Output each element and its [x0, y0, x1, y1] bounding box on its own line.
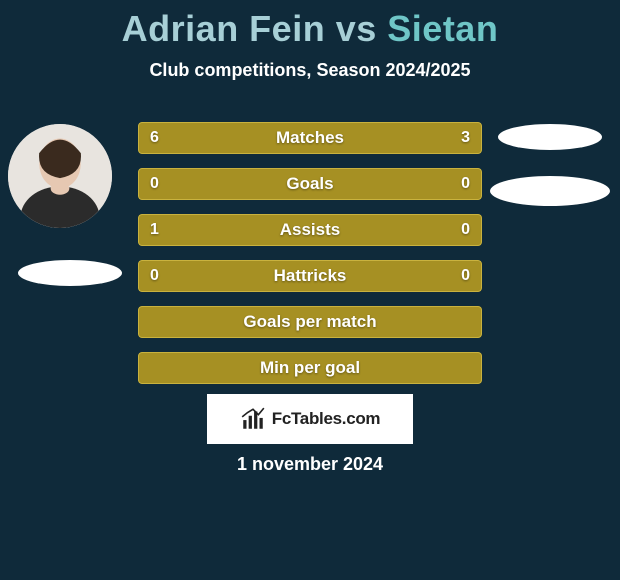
stat-label: Matches [138, 122, 482, 154]
stat-row-hattricks: 00Hattricks [138, 260, 482, 292]
stats-bars: 63Matches 00Goals 10Assists 00Hattricks Goal… [138, 122, 482, 398]
avatar-placeholder-icon [8, 124, 112, 228]
stat-label: Min per goal [138, 352, 482, 384]
stat-label: Goals per match [138, 306, 482, 338]
stat-row-assists: 10Assists [138, 214, 482, 246]
brand-badge[interactable]: FcTables.com [207, 394, 413, 444]
page-title: Adrian Fein vs Sietan [0, 0, 620, 50]
vs-word: vs [336, 8, 377, 49]
decorative-ellipse-right-bot [490, 176, 610, 206]
date-label: 1 november 2024 [0, 454, 620, 475]
stat-row-min-per-goal: Min per goal [138, 352, 482, 384]
stat-label: Goals [138, 168, 482, 200]
player1-name: Adrian Fein [122, 8, 326, 49]
brand-text: FcTables.com [272, 409, 381, 429]
stat-label: Hattricks [138, 260, 482, 292]
stat-row-matches: 63Matches [138, 122, 482, 154]
stat-row-goals: 00Goals [138, 168, 482, 200]
decorative-ellipse-left [18, 260, 122, 286]
decorative-ellipse-right-top [498, 124, 602, 150]
stat-row-goals-per-match: Goals per match [138, 306, 482, 338]
subtitle: Club competitions, Season 2024/2025 [0, 60, 620, 81]
chart-icon [240, 406, 266, 432]
player1-avatar [8, 124, 112, 228]
player2-name: Sietan [387, 8, 498, 49]
stat-label: Assists [138, 214, 482, 246]
